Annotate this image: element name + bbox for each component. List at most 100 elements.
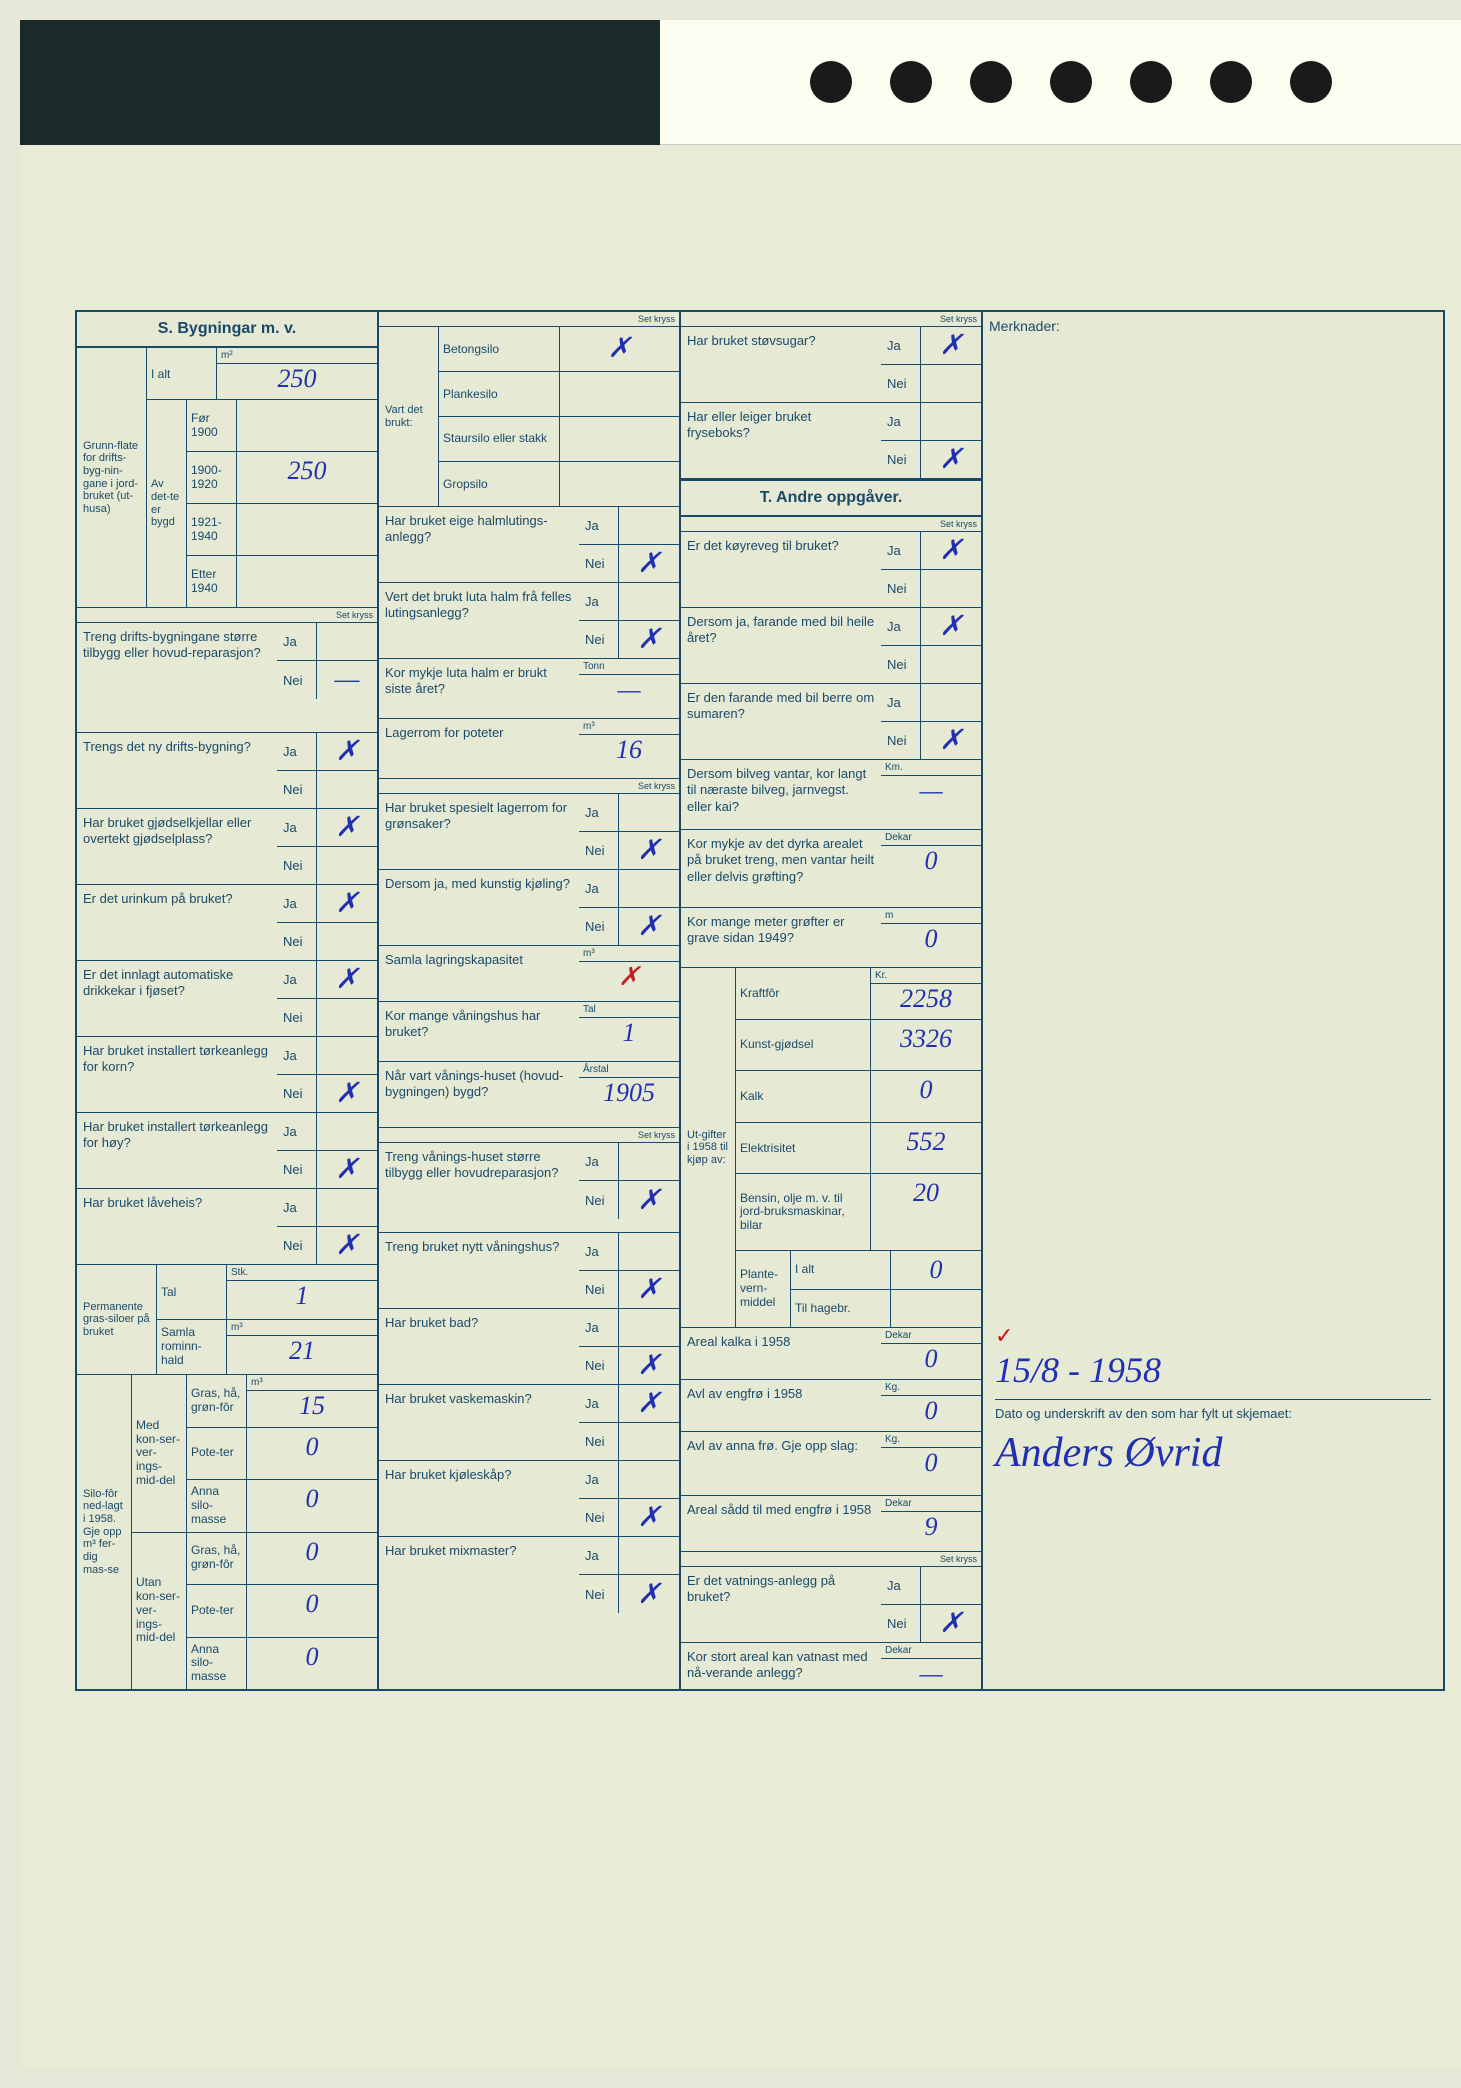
set-kryss-label: Set kryss	[379, 779, 679, 794]
scan-dark-margin	[20, 20, 660, 145]
set-kryss-label: Set kryss	[77, 608, 377, 623]
question-vaningshus-rep: Treng vånings-huset større tilbygg eller…	[379, 1143, 679, 1233]
column-2: Set kryss Vart det brukt: Betongsilo✗ Pl…	[379, 312, 681, 1689]
question-urinkum: Er det urinkum på bruket? Ja✗ Nei	[77, 885, 377, 961]
question-text: Kor mykje luta halm er brukt siste året?	[379, 659, 579, 718]
answer-ja	[317, 1189, 377, 1226]
punch-hole-strip	[660, 20, 1461, 145]
question-text: Er det vatnings-anlegg på bruket?	[681, 1567, 881, 1642]
utgift-value: 3326	[871, 1020, 981, 1071]
grunnflate-block: Grunn-flate for drifts-byg-nin-gane i jo…	[77, 348, 377, 608]
question-text: Har bruket spesielt lagerrom for grønsak…	[379, 794, 579, 869]
answer-ja	[619, 507, 679, 544]
question-vaningshus-tal: Kor mange våningshus har bruket? Tal 1	[379, 1002, 679, 1062]
rom-value: 21	[227, 1336, 377, 1374]
question-text: Har bruket gjødselkjellar eller overtekt…	[77, 809, 277, 884]
answer-nei: ✗	[317, 1227, 377, 1265]
question-torke-korn: Har bruket installert tørkeanlegg for ko…	[77, 1037, 377, 1113]
tal-value: 1	[227, 1281, 377, 1319]
utgift-value: 20	[871, 1174, 981, 1250]
question-text: Har eller leiger bruket fryseboks?	[681, 403, 881, 478]
silo-type-label: Plankesilo	[439, 372, 560, 416]
set-kryss-label: Set kryss	[681, 517, 981, 532]
utan-label: Utan kon-ser-ver-ings-mid-del	[132, 1533, 187, 1690]
question-text: Kor mange våningshus har bruket?	[379, 1002, 579, 1061]
luta-halm-value: —	[579, 675, 679, 718]
question-farande-sumaren: Er den farande med bil berre om sumaren?…	[681, 684, 981, 760]
unit-dekar: Dekar	[881, 1328, 981, 1344]
unit-m3: m³	[227, 1320, 377, 1336]
silofor-value: 0	[247, 1428, 377, 1480]
question-grofting: Kor mykje av det dyrka arealet på bruket…	[681, 830, 981, 908]
question-treng-tilbygg: Treng drifts-bygningane større tilbygg e…	[77, 623, 377, 733]
question-text: Areal kalka i 1958	[681, 1328, 881, 1379]
answer-nei	[317, 999, 377, 1037]
silofor-value: 0	[247, 1480, 377, 1532]
question-text: Kor mange meter grøfter er grave sidan 1…	[681, 908, 881, 967]
question-farande-heile: Dersom ja, farande med bil heile året? J…	[681, 608, 981, 684]
plantevern-hagebr-label: Til hagebr.	[791, 1290, 891, 1327]
answer-ja	[619, 1309, 679, 1346]
question-vaningshus-bygd: Når vart vånings-huset (hovud-bygningen)…	[379, 1062, 679, 1128]
unit-m: m	[881, 908, 981, 924]
silo-type-label: Gropsilo	[439, 462, 560, 506]
question-text: Har bruket låveheis?	[77, 1189, 277, 1264]
punch-hole-icon	[1290, 61, 1332, 103]
engfro-sadd-value: 9	[881, 1512, 981, 1551]
vaningshus-bygd-value: 1905	[579, 1078, 679, 1127]
question-text: Er det køyreveg til bruket?	[681, 532, 881, 607]
answer-nei	[619, 1423, 679, 1461]
unit-km: Km.	[881, 760, 981, 776]
signature-name: Anders Øvrid	[995, 1429, 1431, 1477]
question-kjoleskap: Har bruket kjøleskåp? Ja Nei✗	[379, 1461, 679, 1537]
grofting-value: 0	[881, 846, 981, 907]
question-bad: Har bruket bad? Ja Nei✗	[379, 1309, 679, 1385]
question-text: Har bruket eige halmlutings-anlegg?	[379, 507, 579, 582]
question-text: Er det innlagt automatiske drikkekar i f…	[77, 961, 277, 1036]
question-text: Kor mykje av det dyrka arealet på bruket…	[681, 830, 881, 907]
unit-m3: m³	[579, 719, 679, 735]
question-text: Treng drifts-bygningane større tilbygg e…	[77, 623, 277, 732]
question-nytt-vaningshus: Treng bruket nytt våningshus? Ja Nei✗	[379, 1233, 679, 1309]
answer-nei: ✗	[619, 1181, 679, 1219]
answer-ja: ✗	[921, 532, 981, 569]
unit-kg: Kg.	[881, 1432, 981, 1448]
section-s-title: S. Bygningar m. v.	[77, 312, 377, 348]
answer-nei	[317, 923, 377, 961]
answer-nei: —	[317, 661, 377, 699]
plantevern-ialt-value: 0	[891, 1251, 981, 1289]
plantevern-ialt-label: I alt	[791, 1251, 891, 1289]
question-text: Samla lagringskapasitet	[379, 946, 579, 1001]
question-bilveg-km: Dersom bilveg vantar, kor langt til næra…	[681, 760, 981, 830]
question-kjoling: Dersom ja, med kunstig kjøling? Ja Nei✗	[379, 870, 679, 946]
check-mark-icon: ✓	[995, 1323, 1431, 1349]
unit-m2: m²	[217, 348, 377, 364]
answer-nei: ✗	[619, 545, 679, 583]
question-torke-hoy: Har bruket installert tørkeanlegg for hø…	[77, 1113, 377, 1189]
utgift-row-label: Elektrisitet	[736, 1123, 871, 1174]
unit-arstal: Årstal	[579, 1062, 679, 1078]
set-kryss-label: Set kryss	[681, 312, 981, 327]
question-text: Avl av anna frø. Gje opp slag:	[681, 1432, 881, 1495]
unit-dekar: Dekar	[881, 1643, 981, 1659]
answer-ja	[921, 403, 981, 440]
question-mixmaster: Har bruket mixmaster? Ja Nei✗	[379, 1537, 679, 1613]
question-text: Har bruket bad?	[379, 1309, 579, 1384]
vart-brukt-label: Vart det brukt:	[379, 327, 439, 506]
silofor-block: Silo-fôr ned-lagt i 1958. Gje opp m³ fer…	[77, 1375, 377, 1689]
silofor-row-label: Gras, hå, grøn-fôr	[187, 1375, 247, 1427]
question-engfro-avl: Avl av engfrø i 1958 Kg.0	[681, 1380, 981, 1432]
question-text: Dersom ja, med kunstig kjøling?	[379, 870, 579, 945]
utgift-row-label: Bensin, olje m. v. til jord-bruksmaskina…	[736, 1174, 871, 1250]
question-text: Areal sådd til med engfrø i 1958	[681, 1496, 881, 1551]
question-text: Er det urinkum på bruket?	[77, 885, 277, 960]
period-value	[237, 400, 377, 451]
question-text: Har bruket støvsugar?	[681, 327, 881, 402]
rom-label: Samla rominn-hald	[157, 1320, 227, 1374]
answer-ja	[317, 623, 377, 660]
census-form: S. Bygningar m. v. Grunn-flate for drift…	[75, 310, 1445, 1691]
utgift-value: 0	[871, 1071, 981, 1122]
answer-ja	[619, 1537, 679, 1574]
signature-block: ✓ 15/8 - 1958 Dato og underskrift av den…	[983, 1311, 1443, 1489]
silo-type-value	[560, 417, 680, 461]
